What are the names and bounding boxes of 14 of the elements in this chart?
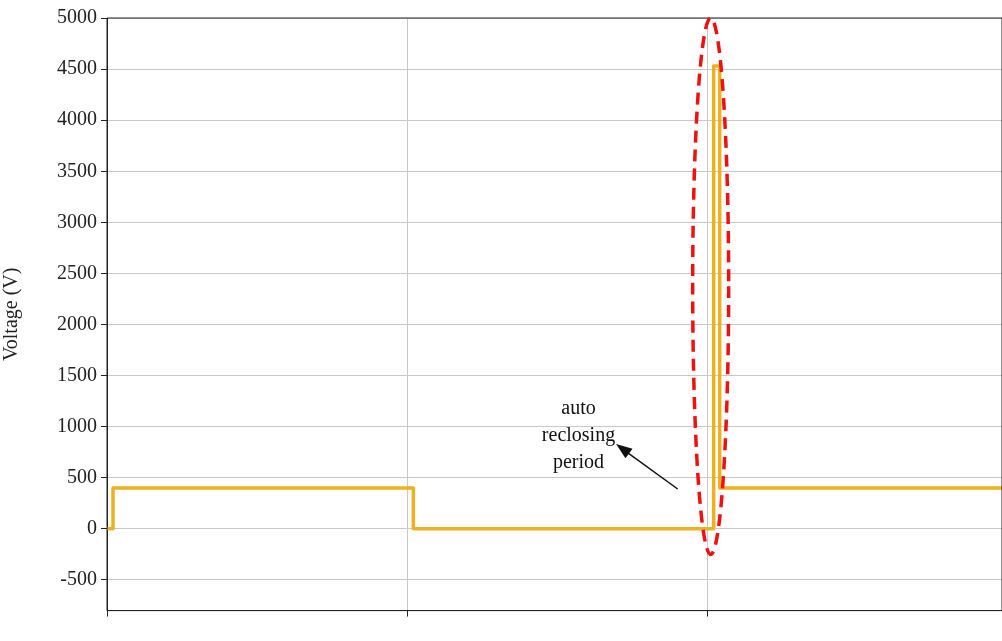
y-tick-label: 3500 — [57, 158, 97, 181]
y-tick-label: 500 — [67, 465, 97, 488]
annotation: auto reclosing period — [540, 395, 617, 475]
y-tick-label: 3000 — [57, 209, 97, 232]
y-tick-label: -500 — [60, 567, 97, 590]
y-tick-label: 0 — [87, 516, 97, 539]
y-tick-label: 2500 — [57, 260, 97, 283]
y-tick-label: 1500 — [57, 362, 97, 385]
y-tick-label: 2000 — [57, 311, 97, 334]
y-tick-label: 5000 — [57, 5, 97, 28]
y-axis-title: Voltage (V) — [0, 267, 23, 362]
y-tick-label: 4500 — [57, 56, 97, 79]
y-tick-label: 4000 — [57, 107, 97, 130]
y-tick-label: 1000 — [57, 413, 97, 436]
